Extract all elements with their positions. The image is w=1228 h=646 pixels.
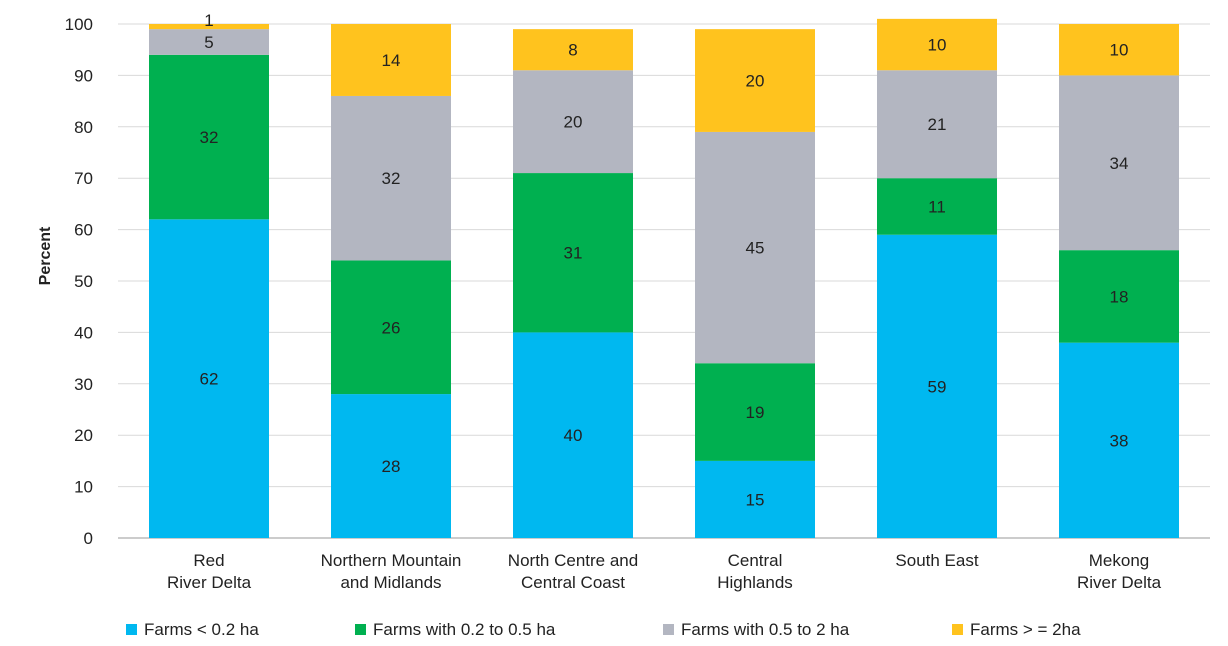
y-tick-label: 100 (65, 15, 93, 34)
data-label: 34 (1110, 154, 1129, 173)
bar-segment (695, 460, 815, 538)
data-label: 31 (564, 244, 583, 263)
data-label: 5 (204, 33, 213, 52)
bar-segment (1059, 75, 1179, 251)
y-tick-label: 30 (74, 375, 93, 394)
x-category-label: Northern Mountain and Midlands (321, 551, 462, 592)
data-label: 18 (1110, 287, 1129, 306)
legend-item: Farms with 0.2 to 0.5 ha (355, 620, 556, 639)
bars: 62 32 5 1 28 26 32 14 40 31 20 8 15 19 45 20 59 11 21 10 38 1… (149, 11, 1179, 539)
data-label: 8 (568, 41, 577, 60)
x-category-label: South East (895, 551, 978, 570)
x-category-label: Red River Delta (167, 551, 252, 592)
data-label: 10 (1110, 41, 1129, 60)
y-tick-label: 40 (74, 323, 93, 342)
legend-label: Farms < 0.2 ha (144, 620, 259, 639)
bar-segment (513, 332, 633, 538)
legend-label: Farms with 0.2 to 0.5 ha (373, 620, 556, 639)
bar-segment (513, 70, 633, 174)
y-tick-label: 90 (74, 66, 93, 85)
data-label: 15 (746, 490, 765, 509)
y-tick-label: 0 (84, 529, 93, 548)
bar-segment (695, 363, 815, 461)
bar-segment (149, 219, 269, 538)
bar-segment (149, 29, 269, 55)
bar-segment (877, 70, 997, 179)
data-label: 10 (928, 36, 947, 55)
bar-segment (149, 54, 269, 220)
bar-segment (331, 394, 451, 538)
data-label: 21 (928, 115, 947, 134)
legend-swatch (126, 624, 137, 635)
data-label: 1 (204, 11, 213, 30)
bar-segment (1059, 250, 1179, 343)
data-label: 38 (1110, 431, 1129, 450)
data-label: 20 (564, 113, 583, 132)
y-tick-label: 70 (74, 169, 93, 188)
legend-item: Farms < 0.2 ha (126, 620, 259, 639)
legend-swatch (355, 624, 366, 635)
y-axis-label: Percent (37, 226, 54, 285)
y-tick-label: 80 (74, 118, 93, 137)
y-tick-label: 20 (74, 426, 93, 445)
bar-segment (695, 131, 815, 364)
legend-label: Farms with 0.5 to 2 ha (681, 620, 850, 639)
y-tick-label: 10 (74, 478, 93, 497)
bar-segment (331, 95, 451, 261)
bar-segment (331, 24, 451, 96)
bar-segment (877, 18, 997, 71)
legend: Farms < 0.2 ha Farms with 0.2 to 0.5 ha Fa… (126, 620, 1081, 639)
data-label: 26 (382, 318, 401, 337)
bar-segment (331, 260, 451, 395)
bar-segment (1059, 342, 1179, 538)
data-label: 40 (564, 426, 583, 445)
bar-segment (695, 29, 815, 132)
bar-segment (513, 29, 633, 71)
bar-segment (877, 234, 997, 539)
bar-segment (877, 178, 997, 235)
data-label: 20 (746, 72, 765, 91)
y-tick-label: 60 (74, 221, 93, 240)
y-axis-ticks: 0 10 20 30 40 50 60 70 80 90 100 (65, 15, 93, 548)
data-label: 14 (382, 51, 401, 70)
legend-swatch (663, 624, 674, 635)
legend-item: Farms > = 2ha (952, 620, 1081, 639)
data-label: 32 (382, 169, 401, 188)
x-category-label: North Centre and Central Coast (508, 551, 638, 592)
bar-segment (513, 173, 633, 333)
legend-item: Farms with 0.5 to 2 ha (663, 620, 850, 639)
legend-label: Farms > = 2ha (970, 620, 1081, 639)
data-label: 62 (200, 370, 219, 389)
bar-segment (1059, 24, 1179, 76)
x-category-label: Mekong River Delta (1077, 551, 1162, 592)
data-label: 11 (928, 197, 946, 216)
data-label: 59 (928, 377, 947, 396)
data-label: 32 (200, 128, 219, 147)
data-label: 28 (382, 457, 401, 476)
x-axis-categories: Red River Delta Northern Mountain and Midla… (167, 551, 1162, 592)
legend-swatch (952, 624, 963, 635)
x-category-label: Central Highlands (717, 551, 793, 592)
data-label: 45 (746, 239, 765, 258)
gridlines (118, 23, 1210, 539)
bar-segment (149, 24, 269, 30)
y-tick-label: 50 (74, 272, 93, 291)
data-label: 19 (746, 403, 765, 422)
